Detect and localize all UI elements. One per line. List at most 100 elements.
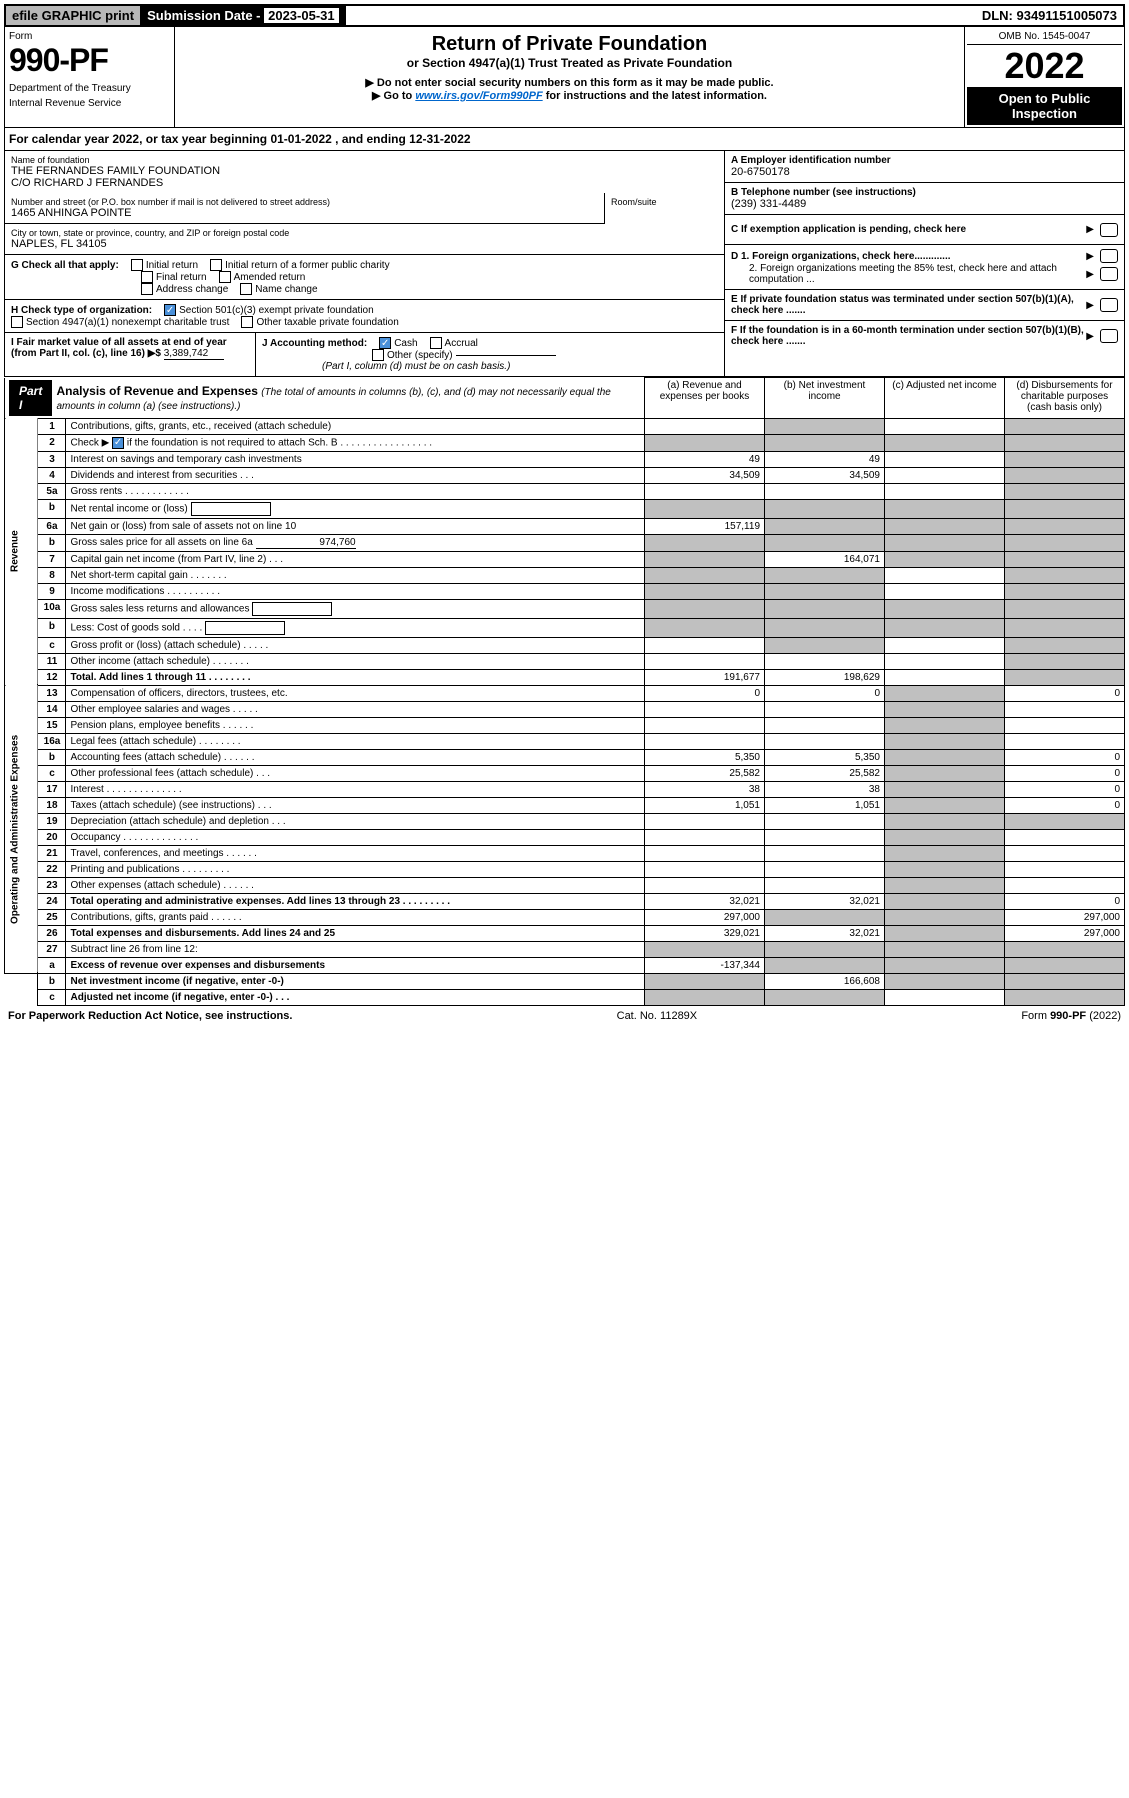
other-taxable-checkbox[interactable] bbox=[241, 316, 253, 328]
col-a-head: (a) Revenue and expenses per books bbox=[645, 378, 765, 419]
address-change-checkbox[interactable] bbox=[141, 283, 153, 295]
table-row: 25Contributions, gifts, grants paid . . … bbox=[5, 909, 1125, 925]
j-note: (Part I, column (d) must be on cash basi… bbox=[262, 361, 718, 372]
form-label: Form bbox=[9, 31, 170, 42]
f-checkbox[interactable] bbox=[1100, 329, 1118, 343]
dept-treasury: Department of the Treasury bbox=[9, 83, 170, 94]
table-row: 9Income modifications . . . . . . . . . … bbox=[5, 583, 1125, 599]
foundation-name: THE FERNANDES FAMILY FOUNDATION bbox=[11, 165, 718, 177]
d1-checkbox[interactable] bbox=[1100, 249, 1118, 263]
phone-val: (239) 331-4489 bbox=[731, 198, 1118, 210]
info-section: Name of foundation THE FERNANDES FAMILY … bbox=[4, 151, 1125, 377]
cash-checkbox[interactable]: ✓ bbox=[379, 337, 391, 349]
table-row: Operating and Administrative Expenses 13… bbox=[5, 685, 1125, 701]
irs: Internal Revenue Service bbox=[9, 98, 170, 109]
city-val: NAPLES, FL 34105 bbox=[11, 238, 718, 250]
part1-title: Analysis of Revenue and Expenses (The to… bbox=[52, 380, 640, 416]
instr-2: ▶ Go to www.irs.gov/Form990PF for instru… bbox=[181, 89, 958, 102]
table-row: aExcess of revenue over expenses and dis… bbox=[5, 957, 1125, 973]
g-label: G Check all that apply: bbox=[11, 260, 119, 271]
form-link[interactable]: www.irs.gov/Form990PF bbox=[415, 90, 542, 102]
table-row: bGross sales price for all assets on lin… bbox=[5, 534, 1125, 551]
initial-former-checkbox[interactable] bbox=[210, 259, 222, 271]
col-d-head: (d) Disbursements for charitable purpose… bbox=[1005, 378, 1125, 419]
subdate-label: Submission Date - 2023-05-31 bbox=[141, 6, 346, 25]
amended-checkbox[interactable] bbox=[219, 271, 231, 283]
table-row: Revenue 1Contributions, gifts, grants, e… bbox=[5, 418, 1125, 434]
instr-1: ▶ Do not enter social security numbers o… bbox=[181, 76, 958, 89]
table-row: 23Other expenses (attach schedule) . . .… bbox=[5, 877, 1125, 893]
form-ref: Form 990-PF (2022) bbox=[1021, 1010, 1121, 1022]
subtitle: or Section 4947(a)(1) Trust Treated as P… bbox=[181, 56, 958, 70]
table-row: 7Capital gain net income (from Part IV, … bbox=[5, 551, 1125, 567]
room-label: Room/suite bbox=[611, 197, 718, 207]
501c3-checkbox[interactable]: ✓ bbox=[164, 304, 176, 316]
tax-year: 2022 bbox=[967, 45, 1122, 87]
form-header: Form 990-PF Department of the Treasury I… bbox=[4, 27, 1125, 128]
table-row: 20Occupancy . . . . . . . . . . . . . . bbox=[5, 829, 1125, 845]
table-row: 3Interest on savings and temporary cash … bbox=[5, 451, 1125, 467]
part1-table: Part I Analysis of Revenue and Expenses … bbox=[4, 377, 1125, 1006]
expenses-side-label: Operating and Administrative Expenses bbox=[5, 685, 38, 973]
f-label: F If the foundation is in a 60-month ter… bbox=[731, 325, 1086, 347]
table-row: bNet investment income (if negative, ent… bbox=[5, 973, 1125, 989]
d2-label: 2. Foreign organizations meeting the 85%… bbox=[731, 263, 1086, 285]
efile-label[interactable]: efile GRAPHIC print bbox=[6, 6, 141, 25]
table-row: cGross profit or (loss) (attach schedule… bbox=[5, 637, 1125, 653]
table-row: 11Other income (attach schedule) . . . .… bbox=[5, 653, 1125, 669]
topbar: efile GRAPHIC print Submission Date - 20… bbox=[4, 4, 1125, 27]
table-row: cOther professional fees (attach schedul… bbox=[5, 765, 1125, 781]
table-row: bAccounting fees (attach schedule) . . .… bbox=[5, 749, 1125, 765]
table-row: 16aLegal fees (attach schedule) . . . . … bbox=[5, 733, 1125, 749]
table-row: 6aNet gain or (loss) from sale of assets… bbox=[5, 518, 1125, 534]
name-label: Name of foundation bbox=[11, 155, 718, 165]
fmv-value: 3,389,742 bbox=[164, 348, 224, 360]
4947-checkbox[interactable] bbox=[11, 316, 23, 328]
c-label: C If exemption application is pending, c… bbox=[731, 224, 1086, 235]
table-row: 5aGross rents . . . . . . . . . . . . bbox=[5, 483, 1125, 499]
e-label: E If private foundation status was termi… bbox=[731, 294, 1086, 316]
calendar-year: For calendar year 2022, or tax year begi… bbox=[4, 128, 1125, 151]
initial-return-checkbox[interactable] bbox=[131, 259, 143, 271]
footer: For Paperwork Reduction Act Notice, see … bbox=[4, 1006, 1125, 1026]
other-method-checkbox[interactable] bbox=[372, 349, 384, 361]
table-row: 24Total operating and administrative exp… bbox=[5, 893, 1125, 909]
care-of: C/O RICHARD J FERNANDES bbox=[11, 177, 718, 189]
table-row: 2Check ▶ ✓ if the foundation is not requ… bbox=[5, 434, 1125, 451]
paperwork-notice: For Paperwork Reduction Act Notice, see … bbox=[8, 1010, 292, 1022]
c-checkbox[interactable] bbox=[1100, 223, 1118, 237]
main-title: Return of Private Foundation bbox=[181, 33, 958, 56]
e-checkbox[interactable] bbox=[1100, 298, 1118, 312]
phone-label: B Telephone number (see instructions) bbox=[731, 187, 1118, 198]
table-row: bLess: Cost of goods sold . . . . bbox=[5, 618, 1125, 637]
part1-label: Part I bbox=[9, 380, 52, 416]
form-number: 990-PF bbox=[9, 42, 170, 79]
d1-label: D 1. Foreign organizations, check here..… bbox=[731, 251, 1086, 262]
table-row: 4Dividends and interest from securities … bbox=[5, 467, 1125, 483]
table-row: 26Total expenses and disbursements. Add … bbox=[5, 925, 1125, 941]
table-row: 14Other employee salaries and wages . . … bbox=[5, 701, 1125, 717]
table-row: 8Net short-term capital gain . . . . . .… bbox=[5, 567, 1125, 583]
table-row: 22Printing and publications . . . . . . … bbox=[5, 861, 1125, 877]
table-row: 18Taxes (attach schedule) (see instructi… bbox=[5, 797, 1125, 813]
table-row: 27Subtract line 26 from line 12: bbox=[5, 941, 1125, 957]
col-b-head: (b) Net investment income bbox=[765, 378, 885, 419]
ein-label: A Employer identification number bbox=[731, 155, 1118, 166]
name-change-checkbox[interactable] bbox=[240, 283, 252, 295]
d2-checkbox[interactable] bbox=[1100, 267, 1118, 281]
address: 1465 ANHINGA POINTE bbox=[11, 207, 598, 219]
cat-no: Cat. No. 11289X bbox=[617, 1010, 698, 1022]
h-label: H Check type of organization: bbox=[11, 305, 152, 316]
open-public: Open to Public Inspection bbox=[967, 87, 1122, 125]
omb: OMB No. 1545-0047 bbox=[967, 29, 1122, 45]
revenue-side-label: Revenue bbox=[5, 418, 38, 685]
final-return-checkbox[interactable] bbox=[141, 271, 153, 283]
table-row: 21Travel, conferences, and meetings . . … bbox=[5, 845, 1125, 861]
j-label: J Accounting method: bbox=[262, 338, 367, 349]
table-row: 17Interest . . . . . . . . . . . . . .38… bbox=[5, 781, 1125, 797]
addr-label: Number and street (or P.O. box number if… bbox=[11, 197, 598, 207]
city-label: City or town, state or province, country… bbox=[11, 228, 718, 238]
schb-checkbox[interactable]: ✓ bbox=[112, 437, 124, 449]
table-row: bNet rental income or (loss) bbox=[5, 499, 1125, 518]
accrual-checkbox[interactable] bbox=[430, 337, 442, 349]
